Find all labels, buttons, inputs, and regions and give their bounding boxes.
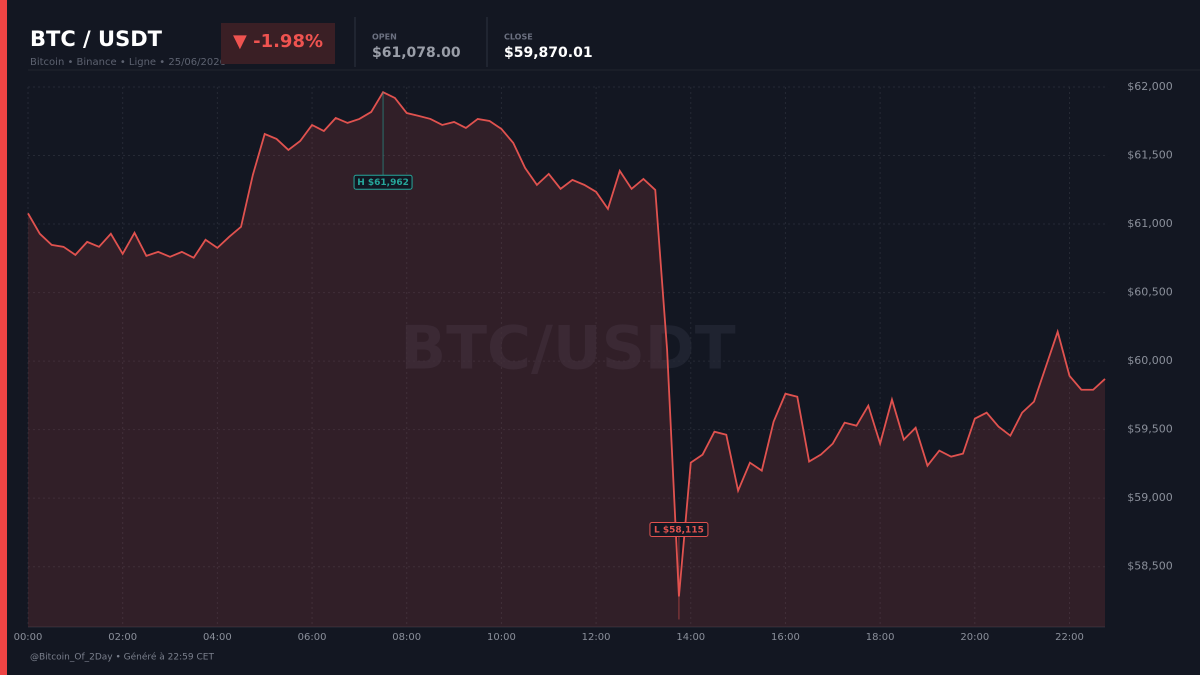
annotation-box [649,521,709,537]
accent-bar [0,0,7,675]
y-tick-label: $58,500 [1127,560,1173,573]
annotation-label: H $61,962 [357,178,409,188]
area [28,92,1105,627]
x-tick-label: 22:00 [1055,632,1084,643]
y-tick-label: $59,000 [1127,491,1173,504]
open-label: OPEN [372,33,397,42]
y-tick-label: $62,000 [1127,80,1173,93]
change-badge [221,23,335,64]
y-tick-label: $60,500 [1127,286,1173,299]
x-tick-label: 04:00 [203,632,232,643]
x-tick-label: 02:00 [108,632,137,643]
price-line [27,91,1106,597]
y-tick-label: $60,000 [1127,354,1173,367]
x-tick-label: 08:00 [392,632,421,643]
close-label: CLOSE [504,33,533,42]
watermark: BTC/USDT [400,314,735,384]
y-tick-label: $61,000 [1127,217,1173,230]
open-value: $61,078.00 [372,45,461,61]
y-tick-label: $59,500 [1127,423,1173,436]
title: BTC / USDT [30,27,163,51]
x-tick-label: 00:00 [14,632,43,643]
annotation-box [353,174,413,190]
subtitle: Bitcoin • Binance • Ligne • 25/06/2026 [30,57,226,68]
annotation-label: L $58,115 [654,525,704,535]
x-tick-label: 14:00 [676,632,705,643]
x-tick-label: 20:00 [960,632,989,643]
x-tick-label: 12:00 [582,632,611,643]
change: ▼ -1.98% [233,31,323,52]
x-tick-label: 16:00 [771,632,800,643]
x-tick-label: 10:00 [487,632,516,643]
close-value: $59,870.01 [504,45,593,61]
y-tick-label: $61,500 [1127,149,1173,162]
footer: @Bitcoin_Of_2Day • Généré à 22:59 CET [30,652,214,663]
x-tick-label: 18:00 [866,632,895,643]
x-tick-label: 06:00 [298,632,327,643]
